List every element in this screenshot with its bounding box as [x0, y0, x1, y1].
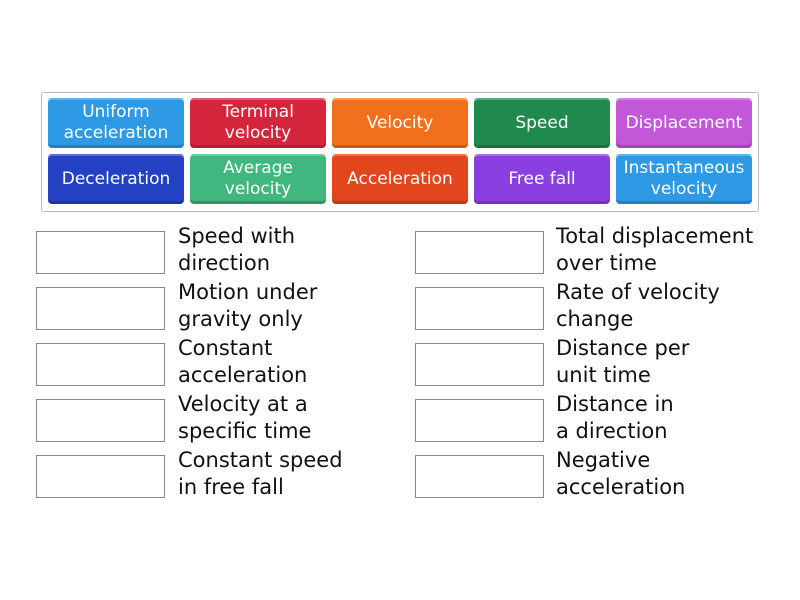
definition-line: Total displacement [556, 224, 754, 248]
definition-line: specific time [178, 419, 312, 443]
drop-slot[interactable] [415, 287, 544, 330]
answer-tile[interactable]: Free fall [474, 154, 610, 204]
definition: Velocity at a specific time [178, 391, 311, 445]
definition-line: Distance in [556, 392, 674, 416]
definition-line: Velocity at a [178, 392, 308, 416]
answer-tile[interactable]: Deceleration [48, 154, 184, 204]
definition-line: over time [556, 251, 657, 275]
definition: Constant acceleration [178, 335, 307, 389]
answer-tile[interactable]: Instantaneous velocity [616, 154, 752, 204]
answer-tile[interactable]: Speed [474, 98, 610, 148]
answer-tile[interactable]: Terminal velocity [190, 98, 326, 148]
answer-tile[interactable]: Acceleration [332, 154, 468, 204]
drop-slot[interactable] [36, 399, 165, 442]
definition-line: Negative [556, 448, 651, 472]
definition: Total displacement over time [556, 223, 753, 277]
definition-line: change [556, 307, 634, 331]
definition-line: gravity only [178, 307, 303, 331]
definition: Speed with direction [178, 223, 295, 277]
definition-line: a direction [556, 419, 668, 443]
drop-slot[interactable] [415, 455, 544, 498]
definition-line: Constant [178, 336, 273, 360]
definition: Rate of velocity change [556, 279, 720, 333]
definition-line: Speed with [178, 224, 296, 248]
answer-tile[interactable]: Average velocity [190, 154, 326, 204]
tile-panel: Uniform acceleration Terminal velocity Vel… [41, 92, 759, 212]
answer-tile[interactable]: Displacement [616, 98, 752, 148]
drop-slot[interactable] [36, 343, 165, 386]
definition-line: acceleration [556, 475, 686, 499]
drop-slot[interactable] [36, 287, 165, 330]
definition-line: in free fall [178, 475, 284, 499]
definition: Distance per unit time [556, 335, 689, 389]
drop-slot[interactable] [415, 343, 544, 386]
definition: Negative acceleration [556, 447, 685, 501]
answer-tile[interactable]: Velocity [332, 98, 468, 148]
definition-line: Motion under [178, 280, 318, 304]
answer-tile[interactable]: Uniform acceleration [48, 98, 184, 148]
definition-line: unit time [556, 363, 651, 387]
definition: Constant speed in free fall [178, 447, 343, 501]
definition-line: Distance per [556, 336, 690, 360]
definition: Motion under gravity only [178, 279, 317, 333]
definition-line: direction [178, 251, 271, 275]
drop-slot[interactable] [36, 231, 165, 274]
drop-slot[interactable] [415, 399, 544, 442]
definition-line: Rate of velocity [556, 280, 720, 304]
definition-line: acceleration [178, 363, 308, 387]
definition: Distance in a direction [556, 391, 674, 445]
definition-line: Constant speed [178, 448, 343, 472]
drop-slot[interactable] [415, 231, 544, 274]
drop-slot[interactable] [36, 455, 165, 498]
